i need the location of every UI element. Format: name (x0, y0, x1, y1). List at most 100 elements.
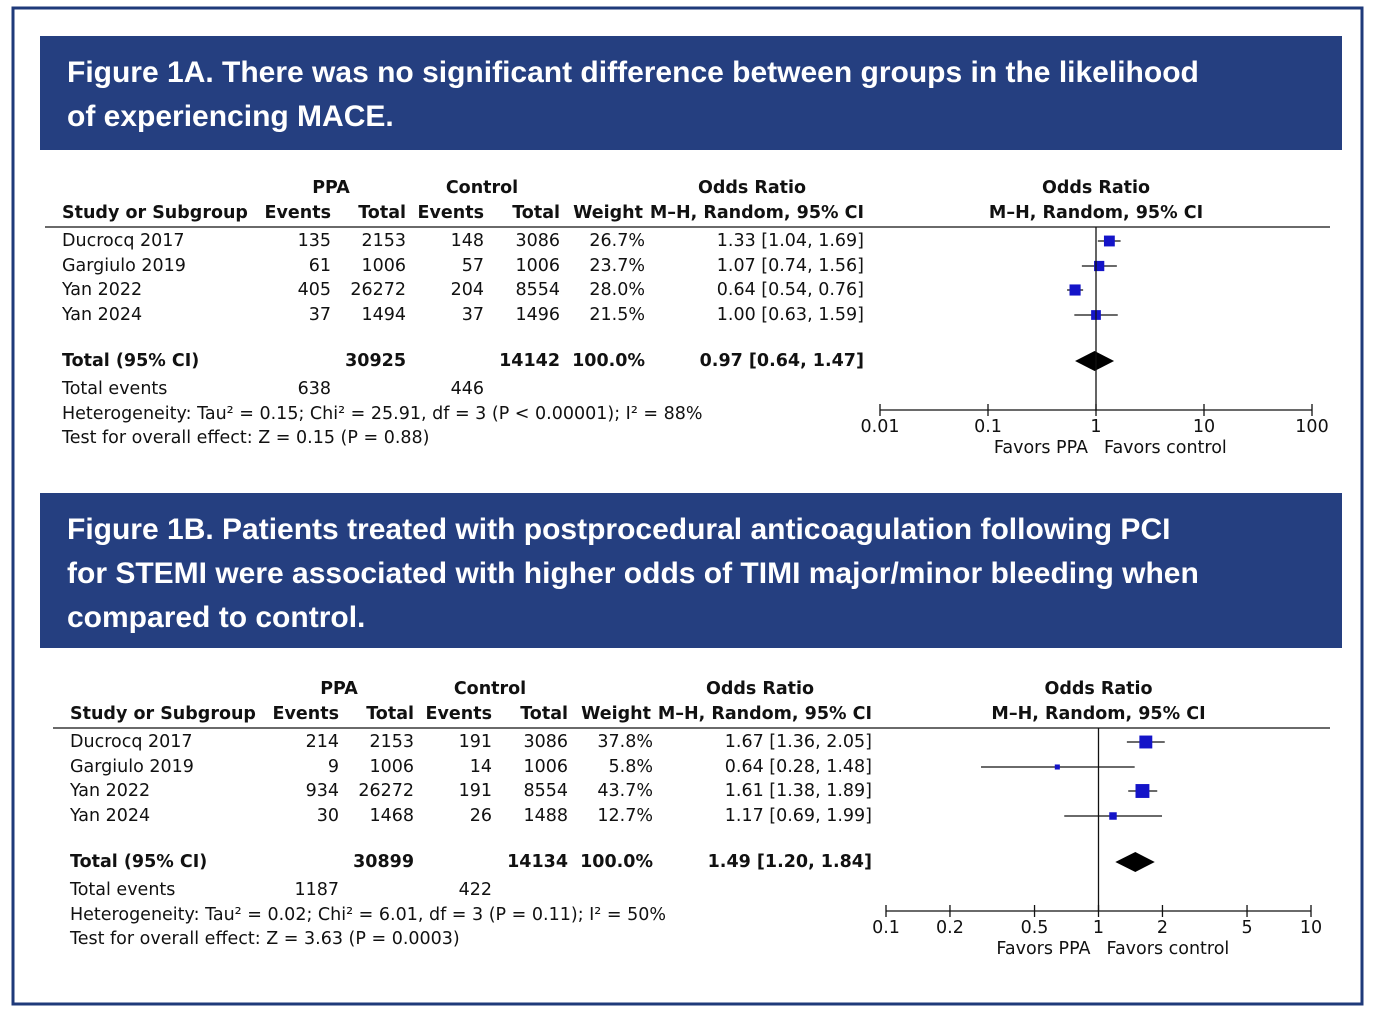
table-cell: 26 (470, 806, 492, 826)
favors-right: Favors control (1107, 939, 1230, 959)
column-header: Study or Subgroup (70, 704, 256, 724)
table-cell: 5.8% (609, 757, 653, 777)
table-cell: 37 (462, 305, 484, 325)
table-cell: 43.7% (597, 781, 653, 801)
column-header: Weight (573, 203, 643, 223)
column-header: M–H, Random, 95% CI (650, 203, 864, 223)
table-cell: 9 (328, 757, 339, 777)
column-header: M–H, Random, 95% CI (658, 704, 872, 724)
x-tick-label: 0.5 (1021, 918, 1049, 938)
x-tick-label: 0.2 (936, 918, 964, 938)
column-header: Events (418, 203, 484, 223)
study-name: Ducrocq 2017 (62, 231, 185, 251)
total-events: 422 (459, 880, 492, 900)
total-events: 1187 (294, 880, 339, 900)
table-cell: 1006 (361, 256, 406, 276)
table-cell: 148 (451, 231, 484, 251)
table-cell: 30 (317, 806, 339, 826)
effect-square (1094, 260, 1105, 272)
table-cell: 1.61 [1.38, 1.89] (725, 781, 872, 801)
table-cell: 28.0% (589, 280, 645, 300)
title-banner (40, 36, 1342, 150)
table-cell: 26.7% (589, 231, 645, 251)
table-cell: 3086 (515, 231, 560, 251)
table-cell: 1.67 [1.36, 2.05] (725, 732, 872, 752)
header-group: Control (446, 178, 518, 198)
column-header: Total (358, 203, 406, 223)
header-group: Odds Ratio (1042, 178, 1150, 198)
total-cell: 14142 (499, 351, 560, 371)
table-cell: 135 (298, 231, 331, 251)
column-header: M–H, Random, 95% CI (991, 704, 1205, 724)
x-tick-label: 1 (1093, 918, 1104, 938)
effect-square (1135, 784, 1150, 798)
total-cell: 30925 (345, 351, 406, 371)
favors-left: Favors PPA (994, 438, 1088, 458)
study-name: Yan 2022 (61, 280, 142, 300)
overall-effect: Test for overall effect: Z = 3.63 (P = 0… (69, 929, 460, 949)
total-events: 638 (298, 379, 331, 399)
table-cell: 21.5% (589, 305, 645, 325)
table-cell: 61 (309, 256, 331, 276)
total-events: 446 (451, 379, 484, 399)
table-cell: 1.00 [0.63, 1.59] (717, 305, 864, 325)
figure-title: compared to control. (67, 601, 365, 634)
table-cell: 1.17 [0.69, 1.99] (725, 806, 872, 826)
page-border (11, 6, 1364, 1006)
header-group: Odds Ratio (698, 178, 806, 198)
study-name: Yan 2024 (61, 305, 142, 325)
figure-title: Figure 1A. There was no significant diff… (67, 56, 1199, 89)
x-tick-label: 2 (1157, 918, 1168, 938)
table-cell: 3086 (523, 732, 568, 752)
table-cell: 1488 (523, 806, 568, 826)
header-group: PPA (320, 679, 358, 699)
table-cell: 8554 (515, 280, 560, 300)
x-tick-label: 1 (1090, 417, 1101, 437)
column-header: Total (520, 704, 568, 724)
total-events: Total events (69, 880, 175, 900)
table-cell: 8554 (523, 781, 568, 801)
x-tick-label: 10 (1300, 918, 1322, 938)
table-cell: 1468 (369, 806, 414, 826)
effect-square (1139, 735, 1153, 749)
heterogeneity: Heterogeneity: Tau² = 0.02; Chi² = 6.01,… (70, 905, 666, 925)
study-name: Ducrocq 2017 (70, 732, 193, 752)
total-cell: 14134 (507, 852, 568, 872)
total-cell: 30899 (353, 852, 414, 872)
column-header: Weight (581, 704, 651, 724)
total-events: Total events (61, 379, 167, 399)
table-cell: 1006 (369, 757, 414, 777)
total-cell: 1.49 [1.20, 1.84] (708, 852, 872, 872)
total-cell: 100.0% (572, 351, 645, 371)
table-cell: 1496 (515, 305, 560, 325)
table-cell: 204 (451, 280, 484, 300)
x-tick-label: 0.1 (872, 918, 900, 938)
total-cell: 100.0% (580, 852, 653, 872)
x-tick-label: 0.01 (861, 417, 900, 437)
table-cell: 1494 (361, 305, 406, 325)
x-tick-label: 0.1 (974, 417, 1002, 437)
table-cell: 37 (309, 305, 331, 325)
effect-square (1103, 235, 1115, 247)
x-tick-label: 10 (1193, 417, 1215, 437)
favors-right: Favors control (1104, 438, 1227, 458)
table-cell: 191 (459, 781, 492, 801)
table-cell: 14 (470, 757, 492, 777)
pooled-diamond (1115, 852, 1155, 872)
study-name: Gargiulo 2019 (62, 256, 186, 276)
header-group: Odds Ratio (1044, 679, 1152, 699)
pooled-diamond (1075, 351, 1115, 371)
column-header: Events (273, 704, 339, 724)
heterogeneity: Heterogeneity: Tau² = 0.15; Chi² = 25.91… (62, 404, 703, 424)
table-cell: 0.64 [0.28, 1.48] (725, 757, 872, 777)
table-cell: 214 (306, 732, 339, 752)
table-cell: 37.8% (597, 732, 653, 752)
header-group: Odds Ratio (706, 679, 814, 699)
column-header: Total (512, 203, 560, 223)
column-header: Events (426, 704, 492, 724)
table-cell: 26272 (350, 280, 406, 300)
figure-title: of experiencing MACE. (67, 100, 394, 133)
x-tick-label: 5 (1241, 918, 1252, 938)
overall-effect: Test for overall effect: Z = 0.15 (P = 0… (61, 428, 429, 448)
